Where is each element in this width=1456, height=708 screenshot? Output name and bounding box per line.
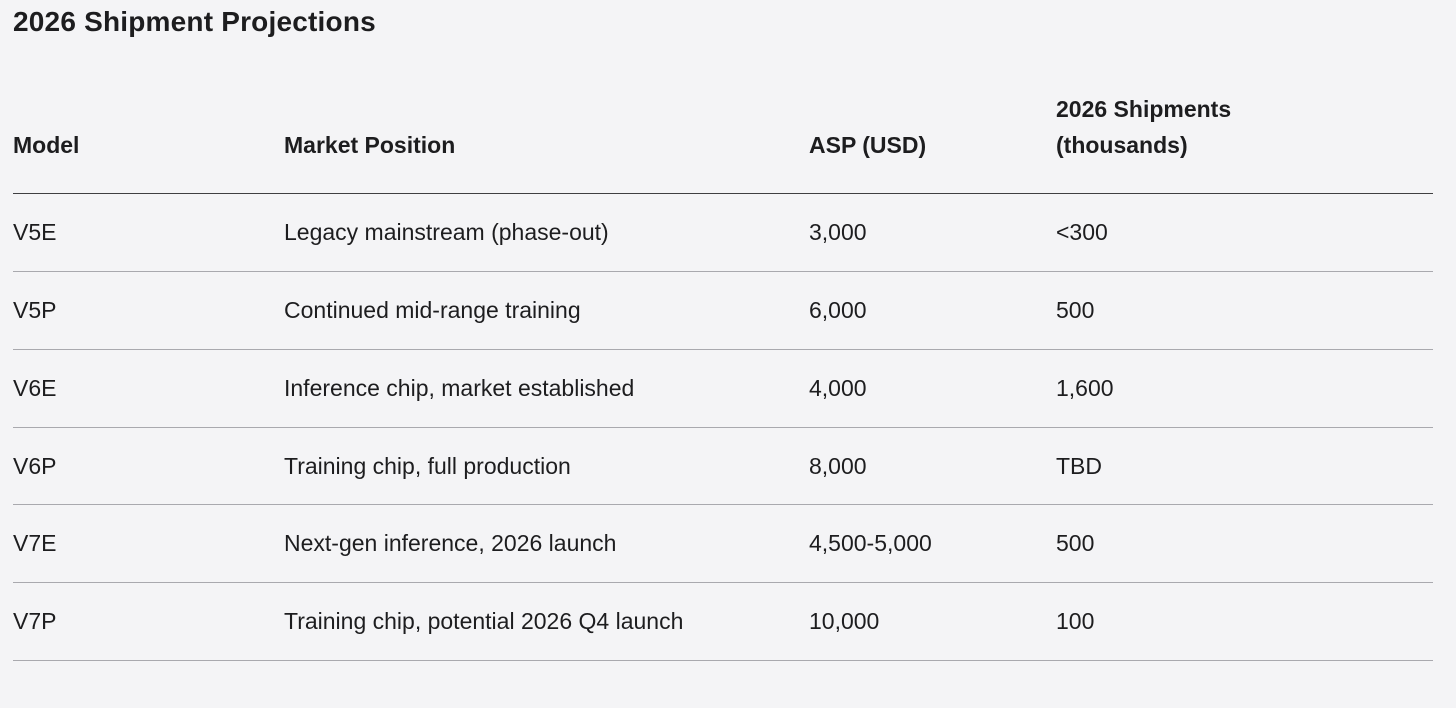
- column-header-asp: ASP (USD): [809, 92, 1056, 195]
- cell-market-position: Inference chip, market established: [284, 349, 809, 428]
- cell-shipments: 100: [1056, 582, 1433, 662]
- shipment-projections-table: Model Market Position ASP (USD) 2026 Shi…: [13, 92, 1433, 662]
- table-header-row: Model Market Position ASP (USD) 2026 Shi…: [13, 92, 1433, 195]
- page: 2026 Shipment Projections Model Market P…: [13, 6, 1433, 662]
- cell-market-position: Training chip, full production: [284, 427, 809, 506]
- table-row: V5E Legacy mainstream (phase-out) 3,000 …: [13, 193, 1433, 273]
- cell-shipments: 1,600: [1056, 349, 1433, 428]
- cell-asp: 3,000: [809, 193, 1056, 273]
- column-header-model: Model: [13, 92, 284, 195]
- table-row: V5P Continued mid-range training 6,000 5…: [13, 271, 1433, 350]
- cell-model: V5E: [13, 193, 284, 273]
- table-row: V6E Inference chip, market established 4…: [13, 349, 1433, 428]
- cell-asp: 10,000: [809, 582, 1056, 662]
- cell-asp: 6,000: [809, 271, 1056, 350]
- column-header-shipments-label: 2026 Shipments (thousands): [1056, 96, 1232, 158]
- cell-market-position: Next-gen inference, 2026 launch: [284, 504, 809, 584]
- cell-asp: 4,000: [809, 349, 1056, 428]
- cell-market-position: Training chip, potential 2026 Q4 launch: [284, 582, 809, 662]
- cell-model: V7E: [13, 504, 284, 584]
- cell-model: V5P: [13, 271, 284, 350]
- cell-shipments: TBD: [1056, 427, 1433, 506]
- table-row: V6P Training chip, full production 8,000…: [13, 427, 1433, 506]
- table-row: V7E Next-gen inference, 2026 launch 4,50…: [13, 504, 1433, 584]
- cell-shipments: 500: [1056, 504, 1433, 584]
- cell-model: V7P: [13, 582, 284, 662]
- cell-model: V6E: [13, 349, 284, 428]
- page-title: 2026 Shipment Projections: [13, 6, 376, 37]
- cell-market-position: Legacy mainstream (phase-out): [284, 193, 809, 273]
- cell-asp: 4,500-5,000: [809, 504, 1056, 584]
- column-header-shipments: 2026 Shipments (thousands): [1056, 92, 1433, 195]
- cell-shipments: <300: [1056, 193, 1433, 273]
- cell-market-position: Continued mid-range training: [284, 271, 809, 350]
- column-header-market-position: Market Position: [284, 92, 809, 195]
- cell-shipments: 500: [1056, 271, 1433, 350]
- cell-asp: 8,000: [809, 427, 1056, 506]
- table-row: V7P Training chip, potential 2026 Q4 lau…: [13, 582, 1433, 662]
- cell-model: V6P: [13, 427, 284, 506]
